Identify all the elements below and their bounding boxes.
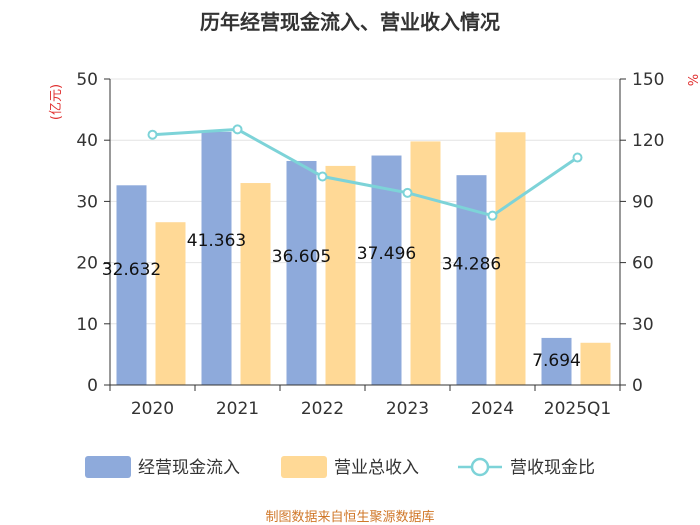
legend: 经营现金流入 营业总收入 营收现金比 [85,456,595,478]
bar-revenue-2020[interactable] [155,222,186,385]
bar-revenue-2024[interactable] [495,132,526,385]
legend-marker-ratio [470,457,490,477]
left-tick-label: 30 [76,192,98,212]
legend-label-cash-inflow: 经营现金流入 [138,458,240,478]
left-tick-label: 40 [76,131,98,151]
bar-cash-inflow-2021[interactable] [201,131,232,385]
bar-cash-inflow-2025Q1[interactable] [541,337,572,385]
ratio-point-2022[interactable] [317,171,328,182]
ratio-point-2020[interactable] [147,129,158,140]
bar-revenue-2021[interactable] [240,183,271,385]
ratio-point-2025Q1[interactable] [572,152,583,163]
legend-swatch-revenue [281,456,327,478]
right-tick-label: 150 [632,70,664,90]
right-axis-ticks: 0 30 60 90 120 150 [620,70,664,396]
data-label-cash-inflow-2020: 32.632 [102,260,161,280]
data-label-cash-inflow-2025Q1: 7.694 [532,351,581,371]
left-axis-ticks: 0 10 20 30 40 50 [76,70,110,396]
x-tick-label-2020: 2020 [131,399,174,419]
left-tick-label: 50 [76,70,98,90]
x-tick-label-2021: 2021 [216,399,259,419]
x-tick-label-2023: 2023 [386,399,429,419]
ratio-point-2024[interactable] [487,210,498,221]
bar-revenue-2023[interactable] [410,141,441,385]
right-tick-label: 30 [632,315,654,335]
data-label-cash-inflow-2022: 36.605 [272,247,331,267]
legend-label-ratio: 营收现金比 [510,458,595,478]
ratio-line-series [147,124,583,221]
right-tick-label: 120 [632,131,664,151]
legend-item-ratio[interactable]: 营收现金比 [458,457,595,478]
x-axis-ticks: 2020 2021 2022 2023 2024 2025Q1 [109,385,621,419]
data-label-cash-inflow-2024: 34.286 [442,255,501,275]
right-tick-label: 0 [632,376,643,396]
x-tick-label-2022: 2022 [301,399,344,419]
left-tick-label: 20 [76,254,98,274]
legend-swatch-cash-inflow [85,456,131,478]
bar-cash-inflow-2020[interactable] [116,185,147,385]
data-label-cash-inflow-2023: 37.496 [357,244,416,264]
left-tick-label: 10 [76,315,98,335]
x-tick-label-2024: 2024 [471,399,514,419]
legend-label-revenue: 营业总收入 [334,458,419,478]
data-labels: 32.632 41.363 36.605 37.496 34.286 7.694 [102,231,581,371]
right-axis-unit: % [684,74,699,86]
left-axis-unit: (亿元) [49,84,64,120]
legend-item-revenue[interactable]: 营业总收入 [281,456,419,478]
x-tick-label-2025Q1: 2025Q1 [544,399,611,419]
bar-cash-inflow-2023[interactable] [371,155,402,385]
bar-revenue-2022[interactable] [325,165,356,385]
left-tick-label: 0 [87,376,98,396]
chart-title: 历年经营现金流入、营业收入情况 [200,10,500,34]
bar-series-group [116,131,611,385]
bar-revenue-2025Q1[interactable] [580,342,611,385]
grid-lines [110,78,620,325]
ratio-line [152,127,579,218]
data-label-cash-inflow-2021: 41.363 [187,231,246,251]
legend-item-cash-inflow[interactable]: 经营现金流入 [85,456,240,478]
source-note: 制图数据来自恒生聚源数据库 [265,509,434,525]
ratio-point-2023[interactable] [402,187,413,198]
bar-cash-inflow-2022[interactable] [286,160,317,385]
right-tick-label: 60 [632,254,654,274]
ratio-point-2021[interactable] [232,124,243,135]
right-tick-label: 90 [632,192,654,212]
